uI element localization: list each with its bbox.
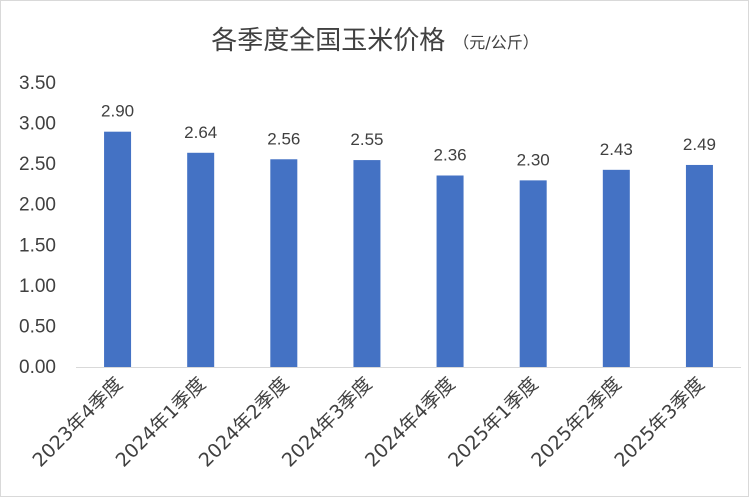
chart-title-unit: （元/公斤）	[453, 33, 538, 52]
y-tick-label: 3.00	[19, 114, 56, 135]
data-label: 2.56	[267, 129, 300, 148]
bar	[270, 159, 298, 367]
bar	[519, 180, 547, 367]
y-tick-label: 0.00	[19, 357, 56, 378]
bar	[436, 175, 464, 367]
y-tick-label: 2.00	[19, 195, 56, 216]
bar	[104, 131, 132, 367]
y-tick-label: 1.50	[19, 235, 56, 256]
chart-title-main: 各季度全国玉米价格	[211, 26, 445, 56]
data-label: 2.30	[517, 150, 550, 169]
data-label: 2.55	[350, 130, 383, 149]
data-labels: 2.90 2.64 2.56 2.55 2.36 2.30 2.43 2.49	[101, 102, 716, 170]
bar-series	[104, 131, 713, 367]
x-axis: 2023年4季度2024年1季度2024年2季度2024年3季度2024年4季度…	[28, 367, 741, 472]
x-tick-label: 2025年3季度	[610, 373, 709, 472]
y-tick-label: 0.50	[19, 316, 56, 337]
data-label: 2.64	[184, 123, 217, 142]
chart-title: 各季度全国玉米价格 （元/公斤）	[211, 26, 538, 56]
bar	[685, 164, 713, 367]
bar	[602, 169, 630, 367]
data-label: 2.43	[600, 140, 633, 159]
bar	[353, 160, 381, 367]
y-tick-label: 1.00	[19, 276, 56, 297]
data-label: 2.49	[683, 135, 716, 154]
y-tick-label: 2.50	[19, 154, 56, 175]
y-axis: 0.00 0.50 1.00 1.50 2.00 2.50 3.00 3.50	[19, 73, 56, 378]
data-label: 2.36	[434, 146, 467, 165]
y-tick-label: 3.50	[19, 73, 56, 94]
data-label: 2.90	[101, 102, 134, 121]
bar	[187, 152, 215, 367]
